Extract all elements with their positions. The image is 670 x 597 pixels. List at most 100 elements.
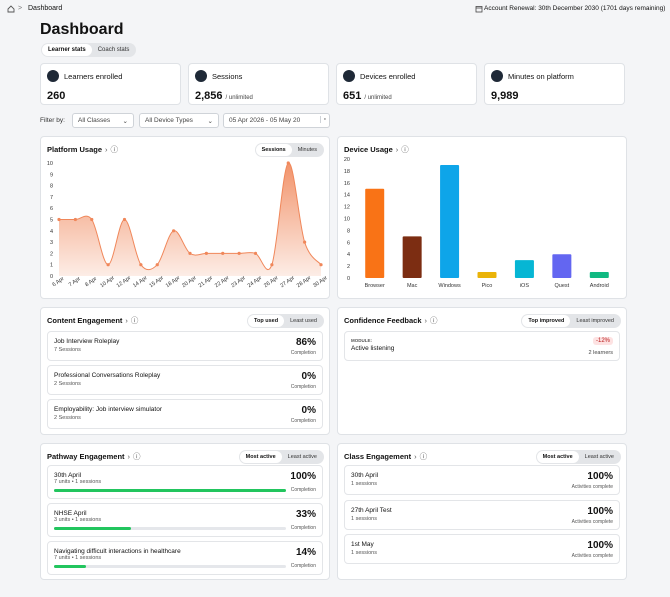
x-tick-label: 14 Apr [132,275,149,289]
bar [589,272,609,278]
home-icon[interactable] [7,5,15,13]
toggle: Sessions Minutes [254,143,324,157]
point [221,251,225,255]
item-caption: Completion [290,418,316,424]
device-filter[interactable]: All Device Types ⌄ [139,113,219,128]
stat-suffix: / unlimited [364,95,392,101]
list-item[interactable]: Navigating difficult interactions in hea… [47,541,323,575]
filter-text: All Device Types [145,117,193,124]
toggle-option[interactable]: Least improved [576,318,614,324]
x-tick-label: 8 Apr [84,276,98,288]
y-tick-label: 4 [50,229,53,235]
progress-track [54,565,286,568]
item-value: 0% [301,405,316,416]
class-filter[interactable]: All Classes ⌄ [72,113,134,128]
panel-title-text: Content Engagement [47,316,123,325]
stat-suffix: / unlimited [225,95,253,101]
stat-value: 651/ unlimited [343,90,392,102]
x-tick-label: 6 Apr [51,276,65,288]
item-caption: Completion [290,525,316,531]
platform-usage-panel: Platform Usage › ⓘ Sessions Minutes 0 1 2 3 4 5 6 7 8… [40,136,330,299]
point [237,251,241,255]
line [59,162,322,271]
x-tick-label: 18 Apr [165,275,182,289]
y-tick-label: 6 [347,240,350,246]
item-value: 14% [295,547,316,558]
y-tick-label: 4 [347,252,350,258]
toggle-option[interactable]: Minutes [297,147,317,153]
toggle: Top used Least used [247,314,324,328]
stat-icon [195,70,207,82]
list-item[interactable]: NHSE April 3 units • 1 sessions 33% Complet… [47,503,323,537]
panel-title: Confidence Feedback › ⓘ [344,315,438,326]
toggle-option[interactable]: Least active [287,454,317,460]
panel-title: Class Engagement › ⓘ [344,451,427,462]
filter-label: Filter by: [40,117,65,124]
learners: 2 learners [588,350,613,356]
y-tick-label: 2 [347,264,350,270]
y-tick-label: 8 [50,184,53,190]
chevron: › [127,452,131,461]
item-name: Job Interview Roleplay [54,338,120,345]
point [286,161,290,165]
stat-icon [491,70,503,82]
x-tick-label: 20 Apr [181,275,198,289]
list-item[interactable]: 1st May 1 sessions 100% Activities complete [344,534,620,564]
tab[interactable]: Learner stats [42,44,92,56]
y-tick-label: 14 [344,193,350,199]
y-tick-label: 16 [344,181,350,187]
chart: 0 2 4 6 8 10 12 14 16 18 20 Browser Mac Windows Pico iO… [344,157,609,289]
date-filter[interactable]: 05 Apr 2026 - 05 May 20 ▫ [223,113,330,128]
item-caption: Activities complete [571,484,613,490]
item-caption: Completion [290,487,316,493]
panel-title-text: Class Engagement [344,452,412,461]
x-tick-label: 23 Apr [230,275,247,289]
panel-title: Content Engagement › ⓘ [47,315,138,326]
list-item[interactable]: 30th April 7 units • 1 sessions 100% Comple… [47,465,323,499]
toggle-option[interactable]: Sessions [255,144,292,156]
y-tick-label: 18 [344,169,350,175]
info-icon: ⓘ [130,316,139,325]
toggle-option[interactable]: Least used [290,318,317,324]
progress-track [54,489,286,492]
x-tick-label: Windows [438,283,461,289]
item-name: Navigating difficult interactions in hea… [54,548,181,555]
y-tick-label: 10 [47,161,53,167]
progress-fill [54,527,131,530]
stat-number: 2,856 [195,90,223,102]
stat-label: Learners enrolled [64,72,123,81]
panel-title: Pathway Engagement › ⓘ [47,451,141,462]
list-item[interactable]: Job Interview Roleplay 7 Sessions 86% Compl… [47,331,323,361]
point [270,263,274,267]
item-value: 0% [301,371,316,382]
x-tick-label: 30 Apr [312,275,329,289]
stat-value: 2,856/ unlimited [195,90,253,102]
item-sub: 7 units • 1 sessions [54,479,102,485]
tab[interactable]: Coach stats [97,47,130,53]
x-tick-label: 28 Apr [296,275,313,289]
breadcrumb[interactable]: Dashboard [28,5,63,12]
toggle-option[interactable]: Most active [239,451,282,463]
toggle-option[interactable]: Least active [584,454,614,460]
chevron: › [105,145,108,154]
stat-number: 651 [343,90,362,102]
stat-card: Learners enrolled 260 [40,63,181,105]
list-item[interactable]: Employability: Job interview simulator 2 … [47,399,323,429]
point [90,217,94,222]
item-value: 100% [290,471,316,482]
filter-text: 05 Apr 2026 - 05 May 20 [229,117,301,124]
toggle-option[interactable]: Top improved [522,315,571,327]
list-item[interactable]: 27th April Test 1 sessions 100% Activities … [344,499,620,530]
toggle-option[interactable]: Top used [248,315,285,327]
list-item[interactable]: MODULE: Active listening -12% 2 learners [344,331,620,361]
list-item[interactable]: 30th April 1 sessions 100% Activities compl… [344,465,620,495]
list-item[interactable]: Professional Conversations Roleplay 2 Ses… [47,365,323,395]
toggle-option[interactable]: Most active [536,451,579,463]
confidence-feedback-panel: Confidence Feedback › ⓘ Top improved Least i… [337,307,627,435]
progress-fill [54,489,286,492]
stat-number: 260 [47,90,66,102]
x-tick-label: Mac [407,283,418,289]
panel-title-text: Device Usage [344,145,393,154]
bar [440,164,460,278]
